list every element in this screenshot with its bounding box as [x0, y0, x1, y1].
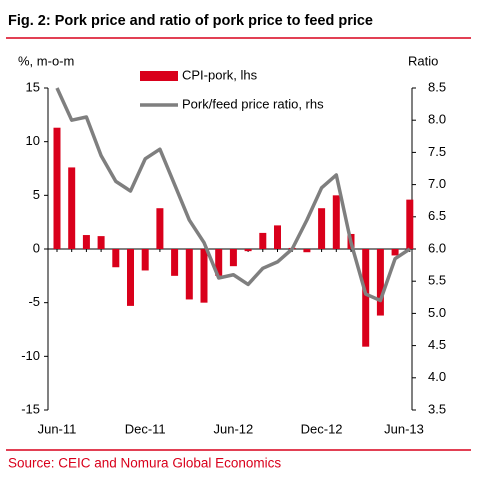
bar — [318, 208, 326, 249]
y2-tick-label: 5.0 — [428, 305, 446, 320]
bar — [200, 249, 208, 303]
bar — [259, 232, 267, 249]
legend-swatch — [140, 71, 178, 81]
y-tick-label: 5 — [33, 187, 40, 202]
y-tick-label: -10 — [21, 348, 40, 363]
bar — [303, 249, 311, 253]
legend-label: Pork/feed price ratio, rhs — [182, 96, 324, 111]
y2-tick-label: 5.5 — [428, 273, 446, 288]
y2-tick-label: 7.0 — [428, 176, 446, 191]
bar — [156, 208, 164, 249]
x-tick-label: Dec-12 — [301, 421, 343, 436]
bar — [332, 195, 340, 249]
source: Source: CEIC and Nomura Global Economics — [8, 456, 281, 471]
bar — [229, 249, 237, 267]
y-axis-label: %, m-o-m — [18, 53, 74, 68]
bar — [68, 167, 76, 249]
y2-tick-label: 7.5 — [428, 144, 446, 159]
x-tick-label: Jun-12 — [214, 421, 254, 436]
bar — [171, 249, 179, 276]
y2-axis-label: Ratio — [408, 53, 438, 68]
y-tick-label: -15 — [21, 401, 40, 416]
bar — [244, 249, 252, 252]
x-tick-label: Jun-13 — [384, 421, 424, 436]
y2-tick-label: 3.5 — [428, 401, 446, 416]
y-tick-label: 0 — [33, 240, 40, 255]
bar — [112, 249, 120, 268]
y2-tick-label: 8.0 — [428, 112, 446, 127]
y2-tick-label: 4.0 — [428, 369, 446, 384]
x-tick-label: Jun-11 — [38, 421, 77, 436]
y-tick-label: 10 — [26, 133, 40, 148]
y-tick-label: -5 — [28, 294, 40, 309]
bar — [406, 199, 414, 249]
ratio-line — [55, 87, 411, 303]
bar — [274, 225, 281, 249]
bar — [215, 249, 223, 276]
legend-label: CPI-pork, lhs — [182, 67, 258, 82]
y-tick-label: 15 — [26, 79, 40, 94]
x-tick-label: Dec-11 — [125, 421, 166, 436]
y2-tick-label: 8.5 — [428, 79, 446, 94]
bar — [82, 235, 90, 249]
y2-tick-label: 6.0 — [428, 240, 446, 255]
y2-tick-label: 4.5 — [428, 337, 446, 352]
bar — [97, 236, 105, 249]
bar — [185, 249, 193, 300]
bar — [141, 249, 149, 271]
bar — [391, 249, 399, 256]
bar — [376, 249, 384, 316]
chart-title: Fig. 2: Pork price and ratio of pork pri… — [8, 13, 373, 29]
bar — [53, 127, 61, 249]
bar — [127, 249, 134, 306]
bar — [362, 249, 370, 347]
y2-tick-label: 6.5 — [428, 208, 446, 223]
